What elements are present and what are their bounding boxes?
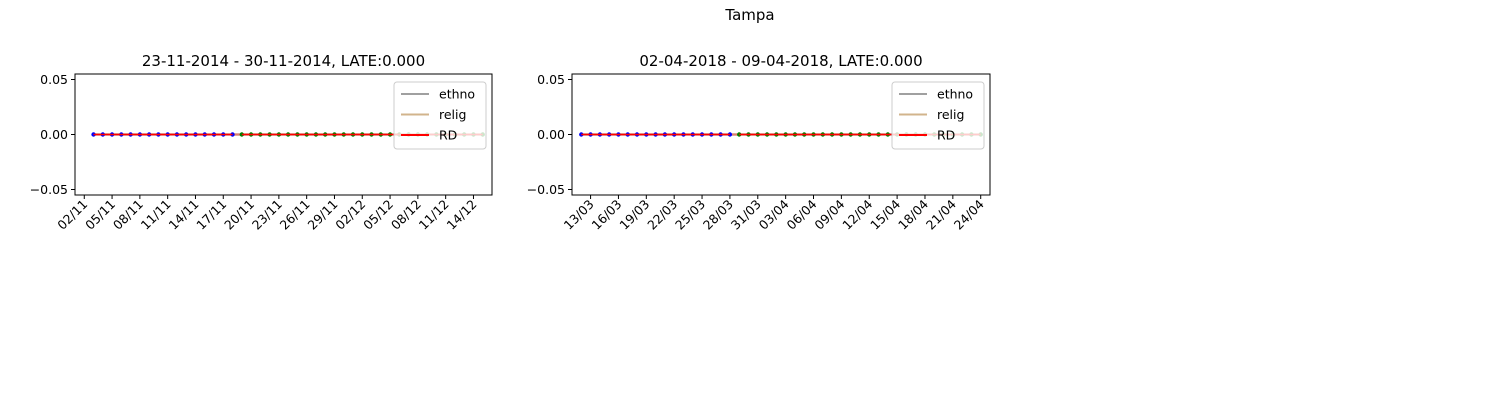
y-tick-label: 0.00 xyxy=(537,127,565,142)
x-tick-label: 09/04 xyxy=(811,196,847,232)
x-tick-label: 21/04 xyxy=(923,196,959,232)
legend-label: relig xyxy=(439,107,466,122)
y-tick-label: −0.05 xyxy=(30,182,68,197)
x-tick-label: 02/11 xyxy=(54,197,90,233)
x-tick-label: 20/11 xyxy=(221,197,257,233)
x-tick-label: 17/11 xyxy=(193,197,229,233)
x-tick-label: 11/12 xyxy=(416,197,452,233)
legend-label: ethno xyxy=(937,87,973,102)
x-tick-label: 16/03 xyxy=(588,197,624,233)
figure-title: Tampa xyxy=(724,6,774,24)
x-tick-label: 29/11 xyxy=(305,197,341,233)
x-tick-label: 08/11 xyxy=(110,197,146,233)
legend-box xyxy=(891,81,985,150)
chart-panel-left: 23-11-2014 - 30-11-2014, LATE:0.000 −0.05… xyxy=(30,52,493,233)
x-tick-label: 26/11 xyxy=(277,197,313,233)
x-tick-label: 18/04 xyxy=(895,196,931,232)
x-tick-label: 19/03 xyxy=(616,197,652,233)
x-tick-label: 23/11 xyxy=(249,197,285,233)
x-tick-label: 08/12 xyxy=(388,197,424,233)
x-tick-label: 14/11 xyxy=(166,197,202,233)
x-tick-label: 28/03 xyxy=(700,197,736,233)
y-tick-label: −0.05 xyxy=(527,182,565,197)
x-tick-label: 22/03 xyxy=(644,197,680,233)
chart-panel-right: 02-04-2018 - 09-04-2018, LATE:0.000 −0.05… xyxy=(527,52,991,233)
x-tick-label: 15/04 xyxy=(867,196,903,232)
y-tick-label: 0.05 xyxy=(537,72,565,87)
legend-label: ethno xyxy=(439,87,475,102)
x-tick-label: 06/04 xyxy=(784,196,820,232)
x-tick-label: 13/03 xyxy=(561,197,597,233)
x-tick-label: 31/03 xyxy=(728,197,764,233)
legend-label: RD xyxy=(937,128,955,143)
y-tick-label: 0.00 xyxy=(40,127,68,142)
x-tick-label: 12/04 xyxy=(839,196,875,232)
chart-title: 23-11-2014 - 30-11-2014, LATE:0.000 xyxy=(142,52,425,70)
y-tick-label: 0.05 xyxy=(40,72,68,87)
legend-label: relig xyxy=(937,107,964,122)
x-tick-label: 05/11 xyxy=(82,197,118,233)
x-tick-label: 24/04 xyxy=(951,196,987,232)
x-tick-label: 11/11 xyxy=(138,197,174,233)
x-tick-label: 05/12 xyxy=(360,197,396,233)
x-tick-label: 03/04 xyxy=(756,196,792,232)
legend-box xyxy=(393,81,487,150)
legend-label: RD xyxy=(439,128,457,143)
x-tick-label: 14/12 xyxy=(444,197,480,233)
x-tick-label: 25/03 xyxy=(672,197,708,233)
chart-title: 02-04-2018 - 09-04-2018, LATE:0.000 xyxy=(639,52,922,70)
x-tick-label: 02/12 xyxy=(332,197,368,233)
